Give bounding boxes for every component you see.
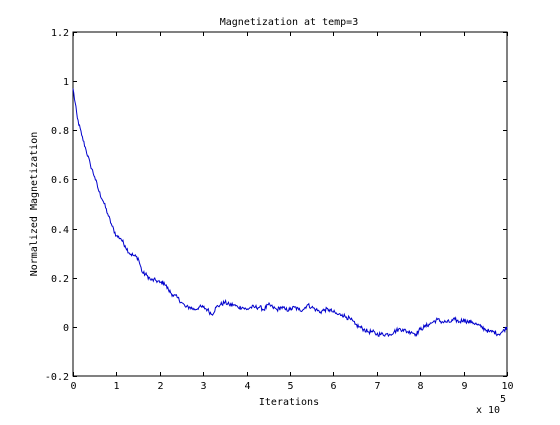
x-axis-multiplier-base: x 10 <box>476 405 500 416</box>
y-tick-label: 0.2 <box>51 274 69 285</box>
y-axis-label: Normalized Magnetization <box>29 132 40 277</box>
y-axis-ticks: -0.2 0 0.2 0.4 0.6 0.8 1 1.2 <box>45 28 507 383</box>
plot-frame <box>72 31 508 377</box>
x-axis-ticks: 0 1 2 3 4 5 6 7 8 9 10 <box>70 32 514 392</box>
x-tick-label: 7 <box>374 381 380 392</box>
x-tick-label: 2 <box>157 381 163 392</box>
x-tick-label: 9 <box>461 381 467 392</box>
x-tick-label: 6 <box>330 381 336 392</box>
y-tick-label: 1.2 <box>51 28 69 39</box>
y-tick-label: -0.2 <box>45 372 69 383</box>
y-tick-label: 0.8 <box>51 126 69 137</box>
y-tick-label: 0 <box>63 323 69 334</box>
x-axis-multiplier-exponent: 5 <box>500 394 506 405</box>
x-tick-label: 8 <box>417 381 423 392</box>
x-tick-label: 3 <box>200 381 206 392</box>
x-tick-label: 10 <box>501 381 513 392</box>
y-tick-label: 0.6 <box>51 175 69 186</box>
x-tick-label: 5 <box>287 381 293 392</box>
x-tick-label: 4 <box>244 381 250 392</box>
chart-title: Magnetization at temp=3 <box>220 17 358 28</box>
series-group <box>72 88 508 338</box>
y-tick-label: 0.4 <box>51 225 69 236</box>
x-tick-label: 1 <box>113 381 119 392</box>
series-line <box>72 88 508 338</box>
x-axis-label: Iterations <box>259 397 319 408</box>
y-tick-label: 1 <box>63 77 69 88</box>
axes <box>72 31 508 377</box>
x-tick-label: 0 <box>70 381 76 392</box>
